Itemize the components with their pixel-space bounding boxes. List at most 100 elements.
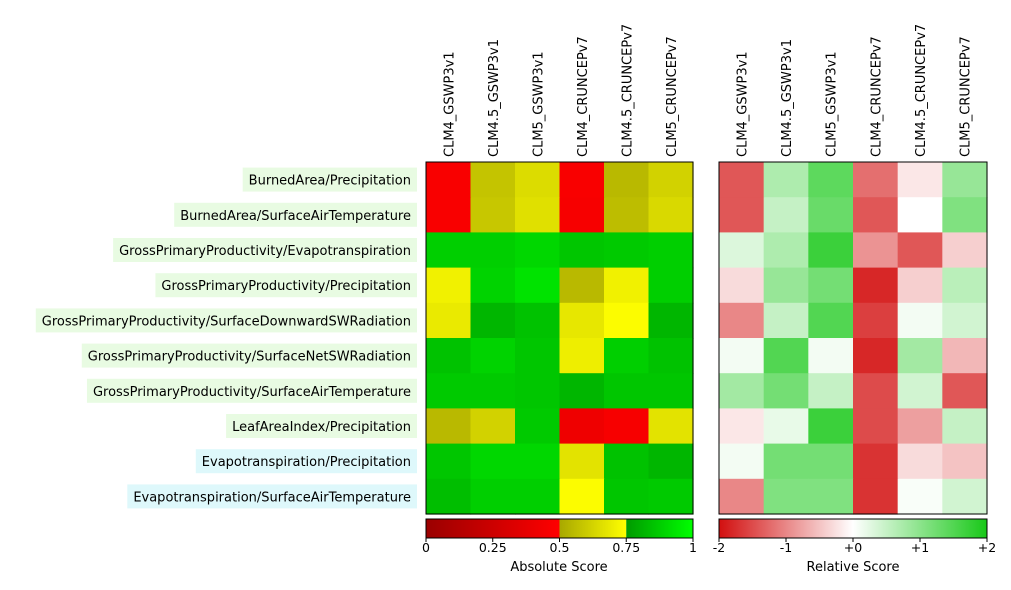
relative-cell (942, 267, 988, 304)
absolute-cell (470, 408, 516, 445)
colorbar-tick-label: 0.25 (479, 540, 507, 555)
column-label: CLM4_GSWP3v1 (735, 51, 750, 157)
relative-cell (853, 373, 899, 409)
row-label-background (242, 167, 417, 192)
row-label-text: GrossPrimaryProductivity/SurfaceAirTempe… (93, 385, 411, 400)
relative-column-labels: CLM4_GSWP3v1 CLM4.5_GSWP3v1 CLM5_GSWP3v1 CL… (735, 24, 973, 157)
absolute-cell (470, 162, 516, 198)
column-label: CLM5_GSWP3v1 (531, 51, 546, 157)
relative-cell (808, 373, 854, 409)
absolute-cell (648, 197, 694, 233)
absolute-cell (426, 302, 472, 339)
colorbar-tick-label: -1 (780, 540, 792, 555)
colorbar-tick-label: +0 (844, 540, 862, 555)
relative-cell (763, 408, 809, 445)
absolute-cell (426, 338, 472, 374)
relative-cell (897, 267, 943, 304)
absolute-cell (648, 267, 694, 304)
row-label-text: LeafAreaIndex/Precipitation (232, 420, 411, 435)
relative-cell (763, 232, 809, 269)
relative-cell (897, 232, 943, 269)
absolute-cell (426, 162, 472, 198)
absolute-cell (426, 443, 472, 480)
colorbar-tick-label: -2 (713, 540, 725, 555)
row-label-background (113, 238, 417, 262)
column-label: CLM4_GSWP3v1 (442, 51, 457, 157)
relative-cell (808, 302, 854, 339)
relative-cell (942, 478, 988, 515)
colorbar-segment-yellow (559, 519, 627, 538)
row-label-background (81, 343, 417, 368)
absolute-cell (648, 478, 694, 515)
relative-cell (808, 197, 854, 233)
relative-cell (942, 302, 988, 339)
relative-cell (763, 267, 809, 304)
relative-cell (808, 232, 854, 269)
row-label: GrossPrimaryProductivity/Evapotranspirat… (113, 238, 417, 262)
absolute-cell (470, 267, 516, 304)
relative-cell (853, 197, 899, 233)
relative-cell (763, 478, 809, 515)
relative-cell (942, 373, 988, 409)
absolute-column-labels: CLM4_GSWP3v1 CLM4.5_GSWP3v1 CLM5_GSWP3v1 CL… (442, 24, 680, 157)
absolute-cell (426, 197, 472, 233)
absolute-cell (604, 478, 650, 515)
relative-cell (808, 478, 854, 515)
relative-cell (719, 408, 765, 445)
absolute-cell (559, 408, 605, 445)
relative-cell (719, 478, 765, 515)
absolute-cell (604, 302, 650, 339)
colorbar-segment-red (426, 519, 560, 538)
absolute-cell (470, 302, 516, 339)
relative-heatmap-frame (718, 161, 988, 515)
absolute-cell (559, 443, 605, 480)
absolute-cell (559, 338, 605, 374)
absolute-cell (604, 443, 650, 480)
relative-heatmap (719, 162, 988, 515)
relative-colorbar: -2 -1 +0 +1 +2 (713, 518, 996, 555)
absolute-cell (559, 162, 605, 198)
colorbar-tick-label: 1 (689, 540, 697, 555)
absolute-cell (604, 267, 650, 304)
relative-cell (808, 408, 854, 445)
absolute-cell (515, 373, 561, 409)
relative-colorbar-title: Relative Score (807, 560, 900, 575)
relative-cell (808, 267, 854, 304)
relative-cell (763, 162, 809, 198)
row-label: GrossPrimaryProductivity/SurfaceNetSWRad… (81, 343, 417, 368)
absolute-cell (515, 232, 561, 269)
relative-cell (897, 478, 943, 515)
relative-cell (897, 373, 943, 409)
absolute-cell (559, 373, 605, 409)
relative-cell (897, 408, 943, 445)
relative-cell (808, 443, 854, 480)
relative-cell (808, 338, 854, 374)
column-label: CLM4.5_CRUNCEPv7 (914, 24, 929, 157)
relative-cell (853, 338, 899, 374)
row-label: GrossPrimaryProductivity/SurfaceDownward… (35, 308, 417, 333)
relative-cell (719, 302, 765, 339)
relative-cell (853, 302, 899, 339)
absolute-cell (559, 232, 605, 269)
row-label-text: BurnedArea/Precipitation (249, 174, 411, 189)
row-label: GrossPrimaryProductivity/SurfaceAirTempe… (86, 378, 417, 403)
relative-cell (853, 267, 899, 304)
absolute-cell (604, 408, 650, 445)
relative-cell (897, 302, 943, 339)
relative-cell (942, 338, 988, 374)
relative-cell (763, 443, 809, 480)
absolute-cell (470, 373, 516, 409)
absolute-cell (426, 373, 472, 409)
relative-cell (719, 162, 765, 198)
absolute-cell (648, 232, 694, 269)
relative-cell (719, 373, 765, 409)
relative-cell (942, 162, 988, 198)
absolute-cell (604, 338, 650, 374)
relative-cell (808, 162, 854, 198)
absolute-cell (470, 197, 516, 233)
colorbar-tick-label: +1 (911, 540, 929, 555)
relative-cell (897, 162, 943, 198)
column-label: CLM5_GSWP3v1 (825, 51, 840, 157)
relative-cell (853, 408, 899, 445)
